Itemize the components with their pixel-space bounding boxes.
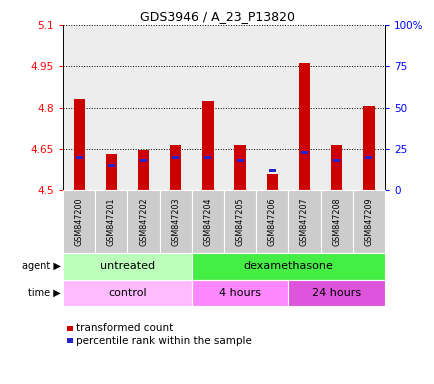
Text: GSM847205: GSM847205 [235, 197, 244, 246]
Text: GSM847209: GSM847209 [364, 197, 372, 246]
Bar [300, 151, 307, 154]
Text: GSM847207: GSM847207 [299, 197, 308, 246]
Text: GSM847203: GSM847203 [171, 197, 180, 246]
Bar [170, 145, 181, 190]
Bar [234, 145, 245, 190]
Bar [352, 25, 384, 190]
Bar [266, 174, 277, 190]
Text: time ▶: time ▶ [28, 288, 61, 298]
Text: GDS3946 / A_23_P13820: GDS3946 / A_23_P13820 [140, 10, 294, 23]
Bar [362, 106, 374, 190]
Bar [191, 25, 224, 190]
Bar [236, 159, 243, 162]
Text: GSM847201: GSM847201 [107, 197, 115, 246]
Bar [127, 25, 159, 190]
Text: 4 hours: 4 hours [219, 288, 260, 298]
Text: dexamethasone: dexamethasone [243, 262, 332, 271]
Bar [172, 156, 179, 159]
Text: GSM847202: GSM847202 [139, 197, 148, 246]
Bar [256, 25, 288, 190]
Text: GSM847200: GSM847200 [75, 197, 83, 246]
Bar [108, 164, 115, 167]
Bar [298, 63, 309, 190]
Bar [159, 25, 191, 190]
Bar [268, 169, 275, 172]
Text: GSM847206: GSM847206 [267, 197, 276, 246]
Bar [330, 145, 342, 190]
Bar [320, 25, 352, 190]
Text: GSM847208: GSM847208 [332, 197, 340, 246]
Text: agent ▶: agent ▶ [22, 262, 61, 271]
Bar [365, 156, 372, 159]
Bar [332, 159, 339, 162]
Bar [224, 25, 256, 190]
Bar [73, 99, 85, 190]
Bar [95, 25, 127, 190]
Bar [63, 25, 95, 190]
Text: percentile rank within the sample: percentile rank within the sample [76, 336, 251, 346]
Text: transformed count: transformed count [76, 323, 173, 333]
Bar [140, 159, 147, 162]
Bar [76, 156, 82, 159]
Text: GSM847204: GSM847204 [203, 197, 212, 246]
Bar [138, 150, 149, 190]
Bar [105, 154, 117, 190]
Bar [288, 25, 320, 190]
Text: control: control [108, 288, 146, 298]
Text: 24 hours: 24 hours [312, 288, 360, 298]
Bar [202, 101, 213, 190]
Text: untreated: untreated [100, 262, 155, 271]
Bar [204, 156, 211, 159]
